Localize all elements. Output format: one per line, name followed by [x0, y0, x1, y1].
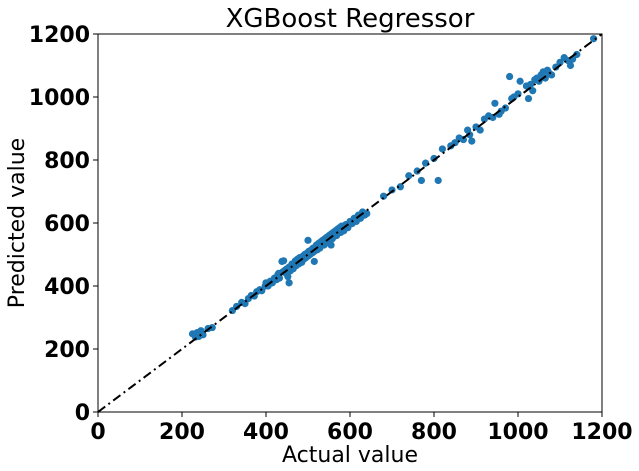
data-point [284, 272, 292, 281]
data-point [304, 236, 312, 244]
x-tick-label: 600 [327, 420, 373, 445]
data-point [476, 126, 484, 134]
data-point [422, 159, 430, 167]
x-tick-label: 800 [411, 420, 457, 445]
y-tick-label: 0 [75, 401, 90, 426]
data-point [541, 74, 549, 82]
data-point [434, 176, 442, 185]
chart-title: XGBoost Regressor [226, 4, 475, 34]
y-tick-label: 200 [44, 338, 90, 363]
data-point [363, 209, 371, 218]
plot-area [97, 33, 603, 413]
y-tick-label: 800 [44, 149, 90, 174]
data-point [396, 183, 404, 191]
x-tick-label: 200 [159, 420, 205, 445]
x-tick-label: 1000 [487, 420, 548, 445]
data-points-group [188, 35, 598, 341]
data-point [524, 94, 533, 103]
y-tick-label: 1200 [29, 23, 90, 48]
y-tick-label: 1000 [29, 86, 90, 111]
data-point [280, 257, 288, 265]
data-point [285, 279, 293, 287]
data-point [199, 331, 207, 339]
data-point [466, 131, 474, 139]
data-point [193, 329, 201, 337]
data-point [514, 90, 522, 98]
data-point [501, 104, 509, 112]
data-point [573, 50, 581, 59]
x-tick-label: 400 [243, 420, 289, 445]
y-axis-ticks: 0 200 400 600 800 1000 1200 [29, 23, 98, 426]
y-tick-label: 400 [44, 275, 90, 300]
data-point [413, 167, 421, 175]
data-point [527, 80, 535, 88]
data-point [468, 137, 476, 145]
y-axis-label: Predicted value [5, 138, 30, 308]
data-point [529, 87, 537, 95]
data-point [590, 35, 598, 43]
x-tick-label: 0 [90, 420, 105, 445]
data-point [566, 61, 575, 70]
y-tick-label: 600 [44, 212, 90, 237]
x-tick-label: 1200 [571, 420, 632, 445]
data-point [548, 71, 556, 79]
data-point [327, 241, 335, 249]
data-point [405, 172, 413, 180]
x-axis-label: Actual value [282, 443, 418, 468]
data-point [516, 77, 524, 85]
data-point [506, 72, 514, 81]
data-point [438, 145, 446, 153]
x-axis-ticks: 0 200 400 600 800 1000 1200 [90, 412, 633, 445]
data-point [275, 274, 284, 282]
data-point [491, 99, 499, 107]
data-point [208, 323, 216, 332]
data-point [556, 58, 564, 66]
data-point [417, 176, 425, 185]
data-point [310, 257, 318, 266]
